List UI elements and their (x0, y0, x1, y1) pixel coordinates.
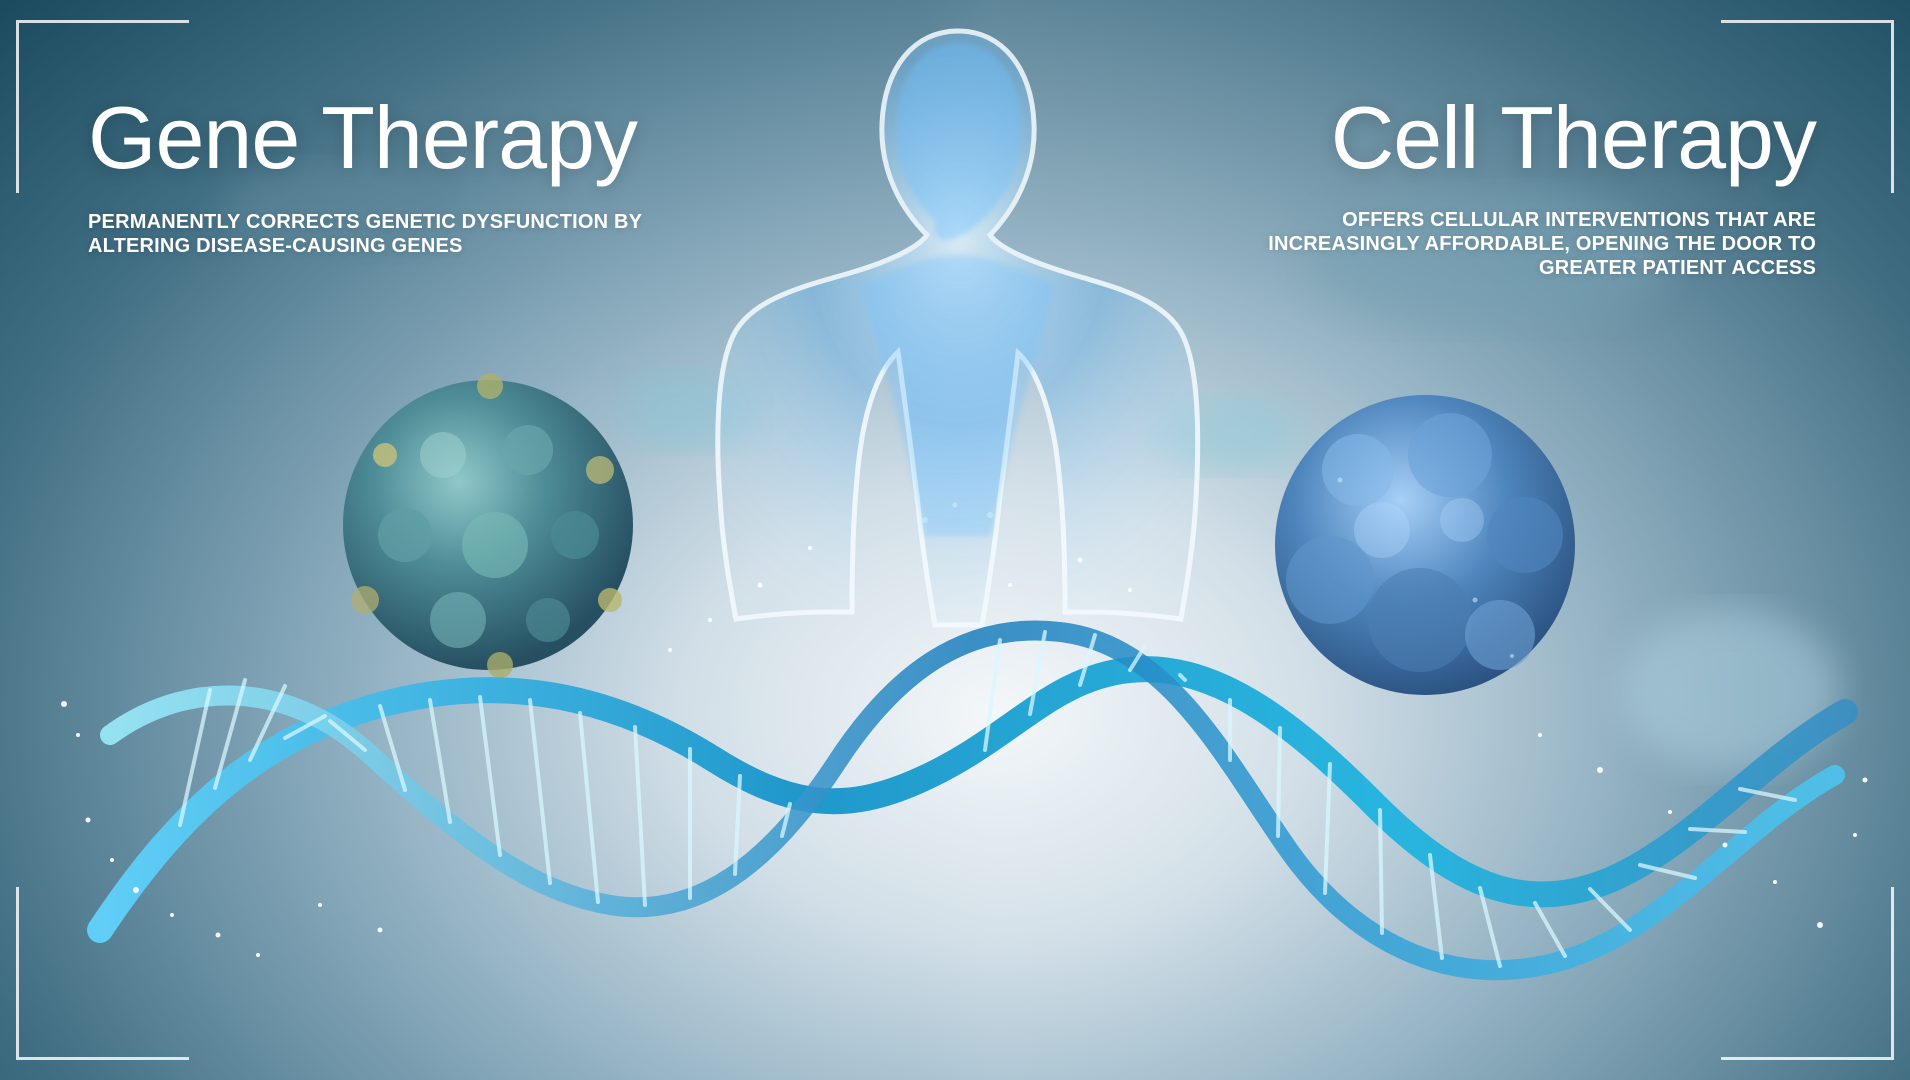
cell-therapy-description-line: INCREASINGLY AFFORDABLE, OPENING THE DOO… (1268, 233, 1816, 255)
sparkle-particles (61, 477, 1868, 957)
cell-therapy-description-line: OFFERS CELLULAR INTERVENTIONS THAT ARE (1342, 209, 1816, 231)
human-hologram (715, 28, 1201, 628)
background-bokeh (220, 164, 1840, 770)
cell-therapy-description-line: GREATER PATIENT ACCESS (1538, 257, 1816, 279)
immune-cell (1275, 395, 1575, 695)
cell-therapy-description: OFFERS CELLULAR INTERVENTIONS THAT ARE I… (1216, 208, 1816, 280)
dna-double-helix (87, 620, 1858, 981)
virus-particle (343, 373, 633, 678)
bottom-right-frame-corner (1721, 887, 1894, 1060)
cell-therapy-title: Cell Therapy (1330, 88, 1817, 187)
gene-therapy-description-line: ALTERING DISEASE-CAUSING GENES (88, 235, 463, 257)
top-right-frame-corner (1721, 20, 1894, 193)
gene-therapy-description: PERMANENTLY CORRECTS GENETIC DYSFUNCTION… (88, 210, 688, 258)
gene-therapy-description-line: PERMANENTLY CORRECTS GENETIC DYSFUNCTION… (88, 211, 643, 233)
gene-therapy-title: Gene Therapy (88, 88, 638, 187)
top-left-frame-corner (16, 20, 189, 193)
bottom-left-frame-corner (16, 887, 189, 1060)
